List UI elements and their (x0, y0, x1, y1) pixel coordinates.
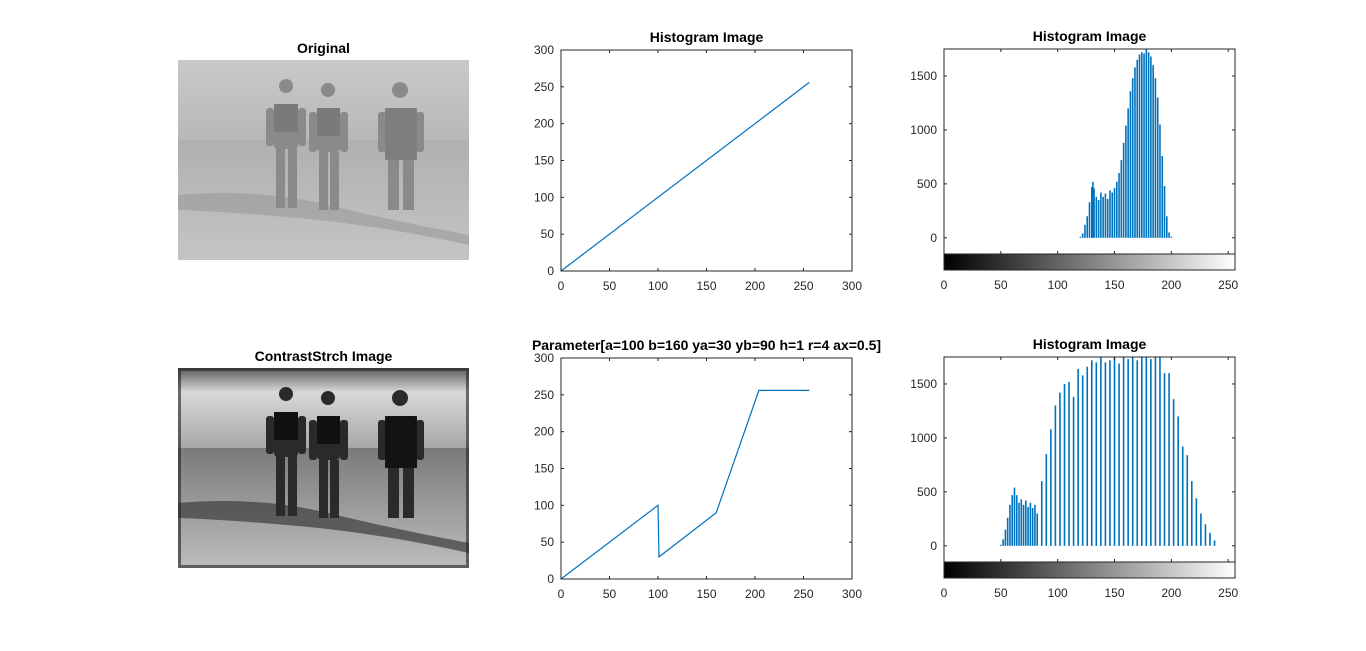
x-tick-label: 250 (1218, 278, 1238, 292)
y-tick-label: 100 (534, 498, 554, 512)
x-tick-label: 0 (941, 278, 948, 292)
x-tick-label: 250 (793, 279, 813, 293)
y-tick-label: 500 (917, 177, 937, 191)
x-tick-label: 100 (648, 279, 668, 293)
plot-title: Parameter[a=100 b=160 ya=30 yb=90 h=1 r=… (532, 337, 881, 353)
y-tick-label: 0 (930, 231, 937, 245)
plot-title: Histogram Image (1033, 28, 1147, 44)
plot-title: Histogram Image (1033, 336, 1147, 352)
x-tick-label: 0 (941, 586, 948, 600)
y-tick-label: 1500 (910, 69, 937, 83)
x-tick-label: 200 (1161, 586, 1181, 600)
y-tick-label: 50 (541, 535, 555, 549)
x-tick-label: 200 (745, 279, 765, 293)
y-tick-label: 1500 (910, 377, 937, 391)
axes-box (943, 356, 1236, 563)
x-tick-label: 100 (1048, 586, 1068, 600)
x-tick-label: 0 (558, 587, 565, 601)
x-tick-label: 250 (1218, 586, 1238, 600)
series-line (560, 389, 810, 580)
x-tick-label: 50 (994, 586, 1008, 600)
x-tick-label: 300 (842, 279, 862, 293)
y-tick-label: 300 (534, 43, 554, 57)
x-tick-label: 50 (994, 278, 1008, 292)
y-tick-label: 0 (547, 264, 554, 278)
contrast-image-title: ContrastStrch Image (254, 348, 393, 364)
axes-box (943, 48, 1236, 255)
x-tick-label: 250 (793, 587, 813, 601)
x-tick-label: 150 (696, 587, 716, 601)
x-tick-label: 0 (558, 279, 565, 293)
x-tick-label: 100 (648, 587, 668, 601)
y-tick-label: 200 (534, 425, 554, 439)
series-line (560, 81, 810, 272)
plot-1: Histogram Image 0 50 100 150 200 250 300 0 50 100 1… (534, 29, 862, 293)
y-tick-label: 250 (534, 80, 554, 94)
plot-3: Parameter[a=100 b=160 ya=30 yb=90 h=1 r=… (532, 337, 881, 601)
y-tick-label: 250 (534, 388, 554, 402)
plot-2: Histogram Image 0 50 100 150 200 250 0 500 1000 15… (910, 28, 1238, 292)
y-tick-label: 1000 (910, 431, 937, 445)
y-tick-label: 1000 (910, 123, 937, 137)
x-tick-label: 100 (1048, 278, 1068, 292)
y-tick-label: 50 (541, 227, 555, 241)
x-tick-label: 150 (1104, 586, 1124, 600)
x-tick-label: 50 (603, 587, 617, 601)
x-tick-label: 150 (1104, 278, 1124, 292)
plot-title: Histogram Image (650, 29, 764, 45)
gray-colorbar (943, 253, 1236, 271)
x-tick-label: 300 (842, 587, 862, 601)
gray-colorbar (943, 561, 1236, 579)
y-tick-label: 150 (534, 462, 554, 476)
original-image-title: Original (297, 40, 350, 56)
y-tick-label: 0 (547, 572, 554, 586)
y-tick-label: 300 (534, 351, 554, 365)
y-tick-label: 150 (534, 154, 554, 168)
x-tick-label: 50 (603, 279, 617, 293)
x-tick-label: 200 (745, 587, 765, 601)
x-tick-label: 200 (1161, 278, 1181, 292)
original-image (178, 60, 469, 260)
contrast-stretched-image (178, 368, 469, 568)
y-tick-label: 500 (917, 485, 937, 499)
y-tick-label: 200 (534, 117, 554, 131)
y-tick-label: 100 (534, 190, 554, 204)
plot-4: Histogram Image 0 50 100 150 200 250 0 500 1000 15… (910, 336, 1238, 600)
y-tick-label: 0 (930, 539, 937, 553)
x-tick-label: 150 (696, 279, 716, 293)
